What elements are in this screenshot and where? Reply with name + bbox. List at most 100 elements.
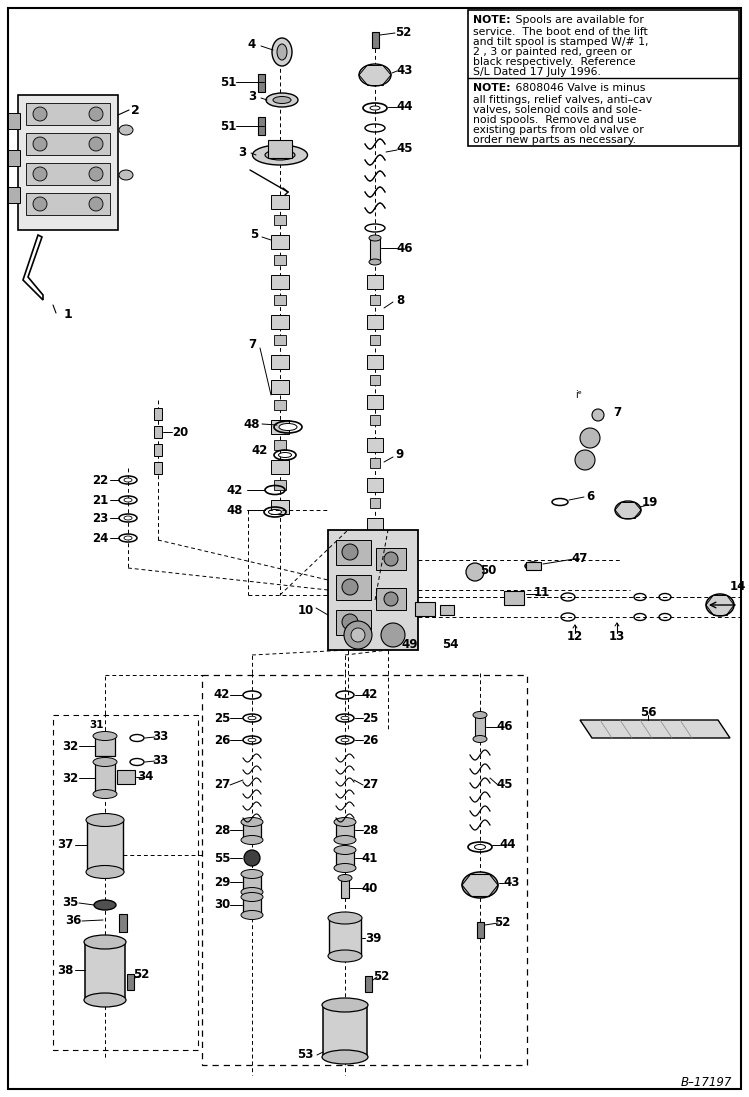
Ellipse shape (322, 998, 368, 1013)
Bar (268, 140, 292, 158)
Bar (117, 770, 135, 784)
Text: 54: 54 (442, 638, 458, 652)
Ellipse shape (272, 38, 292, 66)
Bar (370, 459, 380, 468)
Text: 2 , 3 or painted red, green or: 2 , 3 or painted red, green or (473, 47, 632, 57)
Text: all fittings, relief valves, anti–cav: all fittings, relief valves, anti–cav (473, 95, 652, 105)
Bar (274, 400, 286, 410)
Text: 40: 40 (362, 882, 378, 894)
Bar (367, 355, 383, 369)
Text: S/L Dated 17 July 1996.: S/L Dated 17 July 1996. (473, 67, 601, 77)
Text: 31: 31 (90, 720, 104, 730)
Text: 14: 14 (730, 580, 746, 593)
Bar (370, 238, 380, 262)
Text: 48: 48 (227, 504, 243, 517)
Text: 48: 48 (243, 418, 260, 430)
Ellipse shape (322, 1050, 368, 1064)
Text: 43: 43 (397, 64, 413, 77)
Text: 30: 30 (214, 898, 230, 912)
Text: 9: 9 (396, 449, 404, 462)
Ellipse shape (334, 863, 356, 872)
Ellipse shape (265, 150, 295, 160)
Circle shape (344, 621, 372, 649)
Text: 49: 49 (401, 638, 418, 652)
Bar (372, 32, 379, 48)
Circle shape (33, 137, 47, 151)
Text: noid spools.  Remove and use: noid spools. Remove and use (473, 115, 637, 125)
Bar (274, 215, 286, 225)
Text: 33: 33 (152, 754, 168, 767)
Bar (26, 193, 110, 215)
Bar (85, 942, 125, 1000)
Circle shape (33, 197, 47, 211)
Text: 2: 2 (130, 103, 139, 116)
Bar (274, 440, 286, 450)
Text: 11: 11 (534, 586, 550, 599)
Circle shape (342, 579, 358, 595)
Text: 43: 43 (504, 875, 521, 889)
Ellipse shape (241, 817, 263, 826)
Circle shape (381, 623, 405, 647)
Bar (271, 460, 289, 474)
Bar (258, 117, 265, 135)
Circle shape (580, 428, 600, 448)
Text: 35: 35 (62, 896, 78, 909)
Ellipse shape (119, 170, 133, 180)
Text: existing parts from old valve or: existing parts from old valve or (473, 125, 643, 135)
Text: 51: 51 (219, 76, 236, 89)
Text: 26: 26 (362, 734, 378, 746)
Bar (243, 822, 261, 840)
Bar (154, 444, 162, 456)
Bar (26, 163, 110, 185)
Circle shape (89, 108, 103, 121)
Ellipse shape (124, 478, 132, 482)
Text: 34: 34 (137, 770, 154, 783)
Ellipse shape (369, 235, 381, 241)
Ellipse shape (359, 64, 391, 86)
Text: 12: 12 (567, 631, 583, 644)
Text: 29: 29 (213, 875, 230, 889)
Bar (475, 715, 485, 739)
Text: 32: 32 (62, 771, 78, 784)
Text: 44: 44 (500, 838, 516, 851)
Bar (18, 95, 118, 230)
Bar (367, 518, 383, 532)
Ellipse shape (473, 735, 487, 743)
Text: 3: 3 (238, 146, 246, 158)
Bar (243, 897, 261, 915)
Ellipse shape (124, 516, 132, 520)
Bar (95, 736, 115, 756)
Text: service.  The boot end of the lift: service. The boot end of the lift (473, 27, 648, 37)
Circle shape (89, 137, 103, 151)
Ellipse shape (334, 846, 356, 855)
Ellipse shape (241, 870, 263, 879)
Bar (370, 375, 380, 385)
Bar (154, 408, 162, 420)
Ellipse shape (341, 738, 349, 742)
Bar (127, 974, 134, 989)
Text: black respectively.  Reference: black respectively. Reference (473, 57, 636, 67)
Text: 5: 5 (250, 228, 258, 241)
Bar (367, 315, 383, 329)
Ellipse shape (124, 536, 132, 540)
Text: 20: 20 (172, 426, 188, 439)
Ellipse shape (84, 993, 126, 1007)
Bar (154, 426, 162, 438)
Bar (336, 822, 354, 840)
Text: 10: 10 (298, 603, 314, 617)
Text: 42: 42 (362, 689, 378, 701)
Ellipse shape (462, 872, 498, 898)
Text: 45: 45 (397, 142, 413, 155)
Text: 52: 52 (373, 970, 389, 983)
Text: 6808046 Valve is minus: 6808046 Valve is minus (512, 83, 646, 93)
Ellipse shape (334, 836, 356, 845)
Text: 46: 46 (497, 721, 513, 734)
Ellipse shape (615, 501, 641, 519)
Text: 52: 52 (395, 25, 411, 38)
Circle shape (351, 627, 365, 642)
Text: 7: 7 (248, 339, 256, 351)
Text: 44: 44 (397, 100, 413, 113)
Bar (271, 420, 289, 434)
Text: 42: 42 (252, 443, 268, 456)
Bar (336, 850, 354, 868)
